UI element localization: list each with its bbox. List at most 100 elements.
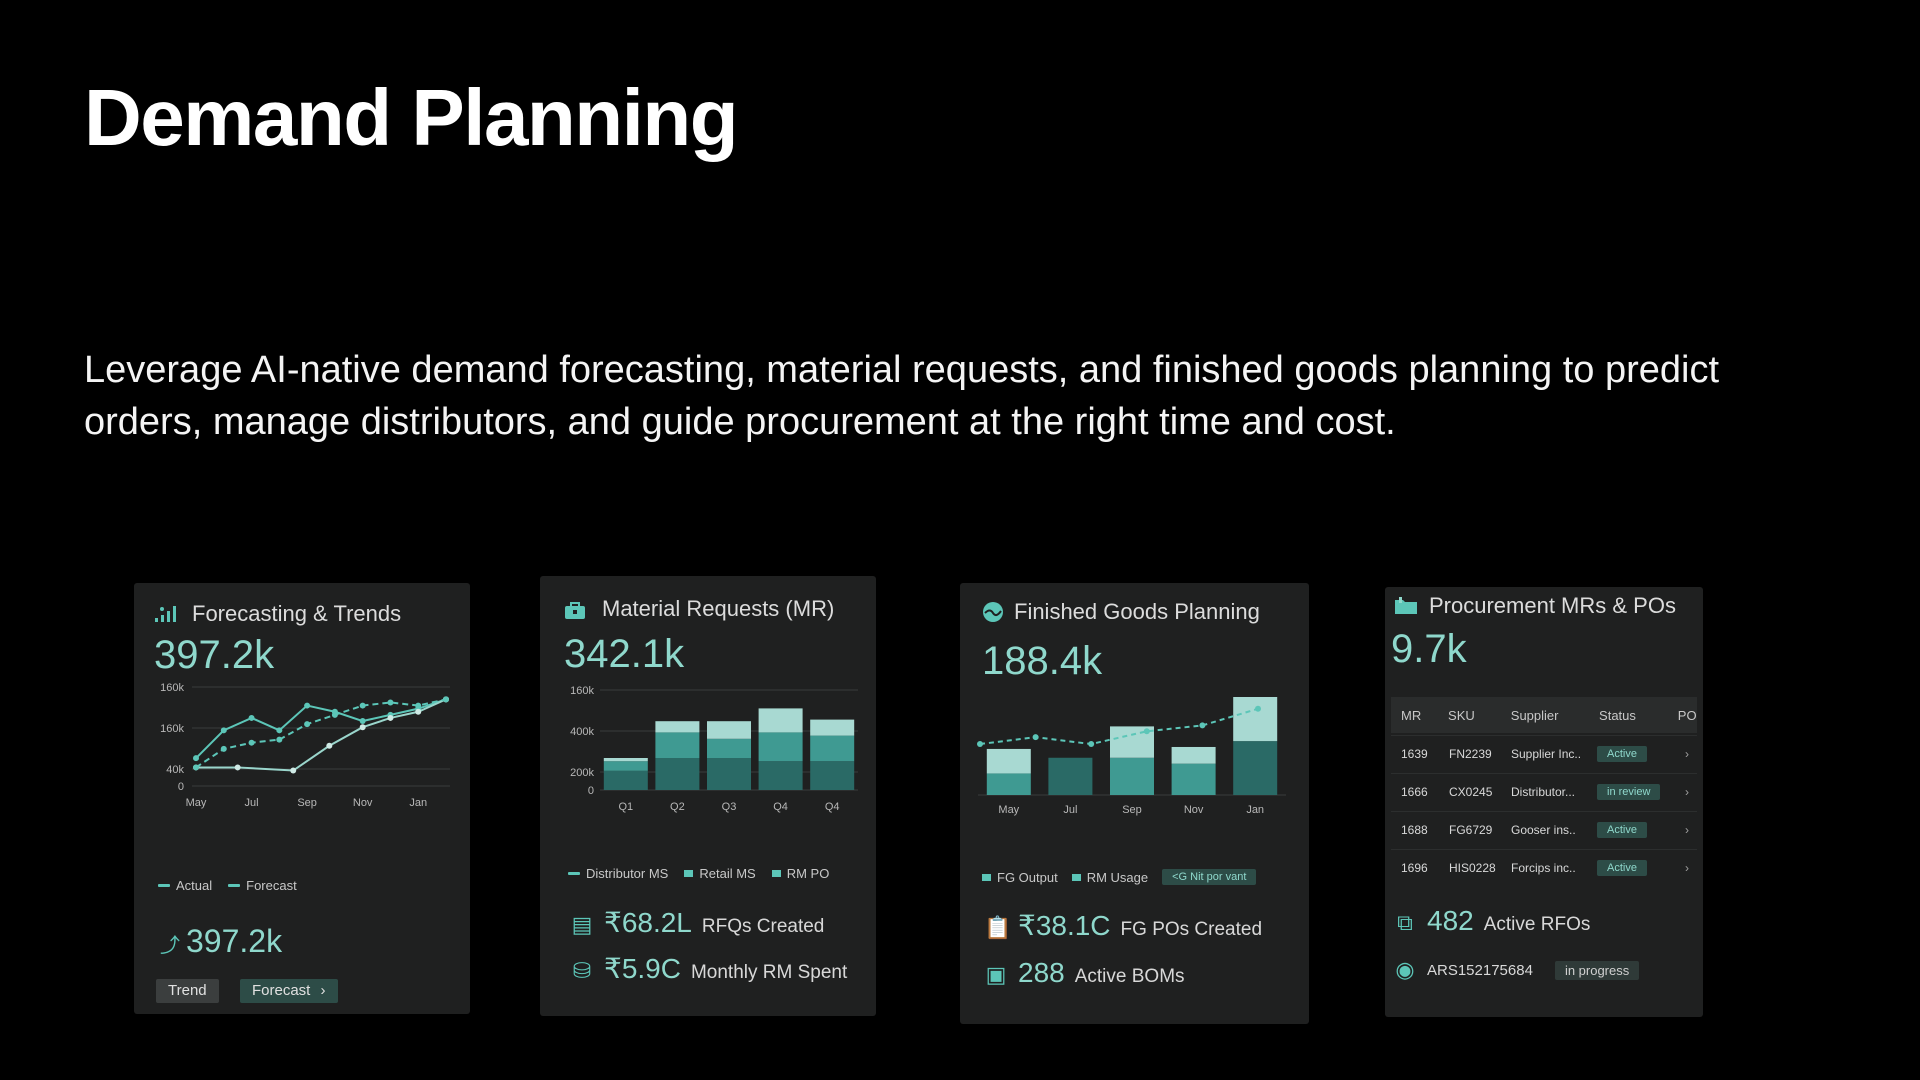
bar-segment xyxy=(707,721,751,739)
y-tick-label: 0 xyxy=(178,781,184,793)
bar-segment xyxy=(655,721,700,733)
bar-segment xyxy=(986,773,1031,795)
y-tick-label: 200k xyxy=(570,767,594,779)
material-stat-spent: ⛁ ₹5.9C Monthly RM Spent xyxy=(570,952,847,985)
trend-point xyxy=(1088,741,1095,748)
trend-point xyxy=(1032,734,1039,741)
data-point xyxy=(193,764,199,771)
trend-button[interactable]: Trend xyxy=(156,979,219,1003)
bar-segment xyxy=(1171,746,1216,764)
data-point xyxy=(331,711,338,718)
x-tick-label: Jan xyxy=(1246,804,1264,816)
cell-mr: 1666 xyxy=(1401,785,1428,799)
bar-segment xyxy=(1233,741,1278,795)
legend-rm-po: RM PO xyxy=(771,866,829,881)
data-point xyxy=(193,755,199,762)
forecasting-value: 397.2k xyxy=(154,633,275,677)
finished-goods-card[interactable]: Finished Goods Planning 188.4k May Jul Sep… xyxy=(960,583,1309,1024)
bar-segment xyxy=(1171,763,1216,795)
page-subtitle: Leverage AI-native demand forecasting, m… xyxy=(84,349,1720,443)
bar-segment xyxy=(758,732,803,762)
bar-segment xyxy=(603,770,648,790)
table-row[interactable]: 1666 CX0245 Distributor... in review › xyxy=(1391,773,1697,810)
status-pill: in review xyxy=(1597,784,1661,800)
data-point xyxy=(304,721,311,728)
cell-mr: 1696 xyxy=(1401,861,1428,875)
x-tick-label: Jan xyxy=(409,797,427,809)
coins-icon: ⛁ xyxy=(572,958,592,983)
cell-status: in review xyxy=(1597,784,1677,800)
data-point xyxy=(276,736,283,743)
forecasting-card[interactable]: Forecasting & Trends 397.2k 160k 160k 40k 0… xyxy=(134,583,470,1014)
procurement-title: Procurement MRs & POs xyxy=(1429,593,1676,618)
series-line-0 xyxy=(195,698,447,759)
forecast-button[interactable]: Forecast › xyxy=(240,979,338,1003)
data-point xyxy=(443,696,449,703)
legend-fg-output: FG Output xyxy=(982,870,1058,885)
row-chevron-icon[interactable]: › xyxy=(1685,785,1689,799)
data-point xyxy=(359,718,366,725)
data-point xyxy=(220,727,227,734)
series-line-1 xyxy=(196,698,447,772)
bar-segment xyxy=(1048,757,1093,795)
cell-status: Active xyxy=(1597,860,1677,876)
box-icon: ▣ xyxy=(985,962,1007,987)
x-tick-label: Jul xyxy=(245,797,259,809)
cell-sku: FG6729 xyxy=(1449,823,1493,837)
bar-segment xyxy=(758,708,803,733)
y-tick-label: 40k xyxy=(166,764,184,776)
bar-segment xyxy=(603,758,648,762)
legend-rm-usage: RM Usage xyxy=(1071,870,1148,885)
data-point xyxy=(290,767,297,774)
x-tick-label: Q2 xyxy=(670,801,685,813)
finished-stat-pos: 📋 ₹38.1C FG POs Created xyxy=(984,910,1263,941)
status-pill: Active xyxy=(1597,822,1647,838)
cell-supplier: Gooser ins.. xyxy=(1511,823,1576,837)
table-row[interactable]: 1639 FN2239 Supplier Inc.. Active › xyxy=(1391,735,1697,772)
x-tick-label: Jul xyxy=(1063,804,1077,816)
finished-bar-chart: May Jul Sep Nov Jan xyxy=(977,697,1286,816)
finished-title: Finished Goods Planning xyxy=(1014,599,1260,624)
x-tick-label: Q4 xyxy=(825,801,840,813)
y-tick-label: 160k xyxy=(570,686,594,697)
material-requests-card[interactable]: Material Requests (MR) 342.1k 160k 400k 20… xyxy=(540,576,876,1016)
finished-stat-boms: ▣ 288 Active BOMs xyxy=(985,957,1185,988)
bar-segment xyxy=(1233,697,1278,742)
cell-sku: FN2239 xyxy=(1449,747,1492,761)
cell-mr: 1639 xyxy=(1401,747,1428,761)
row-chevron-icon[interactable]: › xyxy=(1685,861,1689,875)
bar-segment xyxy=(758,761,803,790)
record-icon: ◉ xyxy=(1395,957,1415,982)
data-point xyxy=(248,739,255,746)
forecasting-footer-stat: ⤴ 397.2k xyxy=(160,923,283,959)
x-tick-label: Sep xyxy=(297,797,317,809)
finished-value: 188.4k xyxy=(982,639,1103,683)
data-point xyxy=(248,714,255,721)
trend-line xyxy=(979,707,1259,746)
folder-icon xyxy=(1393,593,1419,619)
data-point xyxy=(359,702,366,709)
x-tick-label: Nov xyxy=(1184,804,1204,816)
procurement-stat-ars: ◉ ARS152175684 in progress xyxy=(1393,957,1640,983)
bar-segment xyxy=(603,761,648,771)
trend-point xyxy=(1255,705,1261,712)
table-row[interactable]: 1688 FG6729 Gooser ins.. Active › xyxy=(1391,811,1697,848)
forecasting-legend: Actual Forecast xyxy=(158,878,297,893)
status-badge[interactable]: in progress xyxy=(1554,960,1640,980)
bar-segment xyxy=(810,761,855,790)
material-title: Material Requests (MR) xyxy=(602,596,835,621)
x-tick-label: Q3 xyxy=(722,801,737,813)
row-chevron-icon[interactable]: › xyxy=(1685,747,1689,761)
data-point xyxy=(234,764,241,771)
legend-forecast: Forecast xyxy=(228,878,297,893)
procurement-card[interactable]: Procurement MRs & POs 9.7k MR SKU Suppli… xyxy=(1385,587,1703,1017)
row-chevron-icon[interactable]: › xyxy=(1685,823,1689,837)
data-point xyxy=(387,699,394,706)
table-row[interactable]: 1696 HIS0228 Forcips inc.. Active › xyxy=(1391,849,1697,886)
bar-segment xyxy=(655,758,700,790)
cell-sku: HIS0228 xyxy=(1449,861,1496,875)
y-tick-label: 160k xyxy=(160,683,184,694)
globe-icon xyxy=(980,599,1006,625)
document-icon: ▤ xyxy=(571,912,593,937)
bar-segment xyxy=(707,738,751,758)
